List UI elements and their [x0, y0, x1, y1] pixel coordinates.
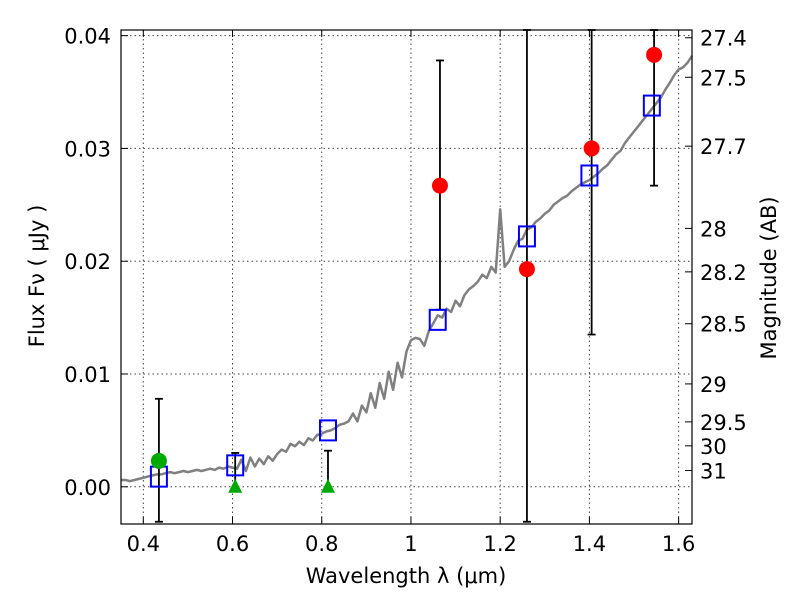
y-axis-label: Flux Fν ( μJy ) [25, 205, 49, 348]
y-tick-label: 0.02 [64, 250, 111, 274]
detection-point [150, 452, 167, 469]
data-markers [149, 46, 663, 493]
x-tick-label: 1.4 [573, 532, 606, 556]
mag-tick-label: 28.2 [700, 261, 747, 285]
model-spectrum-line [121, 55, 694, 483]
x-axis-label: Wavelength λ (μm) [306, 564, 507, 588]
grid [121, 30, 692, 524]
x-tick-label: 1 [404, 532, 417, 556]
x-tick-label: 1.2 [483, 532, 516, 556]
model-photometry-square [517, 225, 536, 248]
detection-point [583, 140, 600, 157]
y-tick-label: 0.03 [64, 137, 111, 161]
axis-ticks [121, 30, 692, 524]
detection-point [646, 46, 663, 63]
upper-limit-triangle [320, 478, 335, 493]
model-spectrum [121, 55, 694, 483]
model-photometry-square [428, 308, 447, 331]
error-bars [154, 29, 659, 523]
mag-tick-label: 28.5 [700, 313, 747, 337]
mag-tick-label: 27.7 [700, 135, 747, 159]
mag-tick-label: 31 [700, 459, 727, 483]
mag-tick-label: 28 [700, 217, 727, 241]
y-tick-label: 0.04 [64, 25, 111, 49]
y-tick-label: 0.01 [64, 363, 111, 387]
x-tick-label: 0.4 [127, 532, 160, 556]
mag-tick-label: 27.5 [700, 66, 747, 90]
x-tick-label: 0.8 [305, 532, 338, 556]
model-photometry-square [642, 94, 661, 117]
mag-tick-label: 29.5 [700, 411, 747, 435]
mag-tick-label: 30 [700, 435, 727, 459]
mag-tick-label: 29 [700, 373, 727, 397]
upper-limit-triangle [228, 478, 243, 493]
model-photometry-square [318, 419, 337, 442]
x-tick-label: 1.6 [662, 532, 695, 556]
model-photometry-square [226, 454, 245, 477]
x-tick-label: 0.6 [216, 532, 249, 556]
magnitude-axis-label: Magnitude (AB) [757, 196, 781, 359]
detection-point [431, 177, 448, 194]
mag-tick-label: 27.4 [700, 27, 747, 51]
plot-frame [120, 29, 693, 525]
y-tick-label: 0.00 [64, 476, 111, 500]
model-photometry-square [580, 164, 599, 187]
tick-labels: 0.4 0.6 0.8 1 1.2 1.4 1.6 0.00 0.01 0.02 0.03 0.04 2… [64, 25, 747, 556]
detection-point [518, 261, 535, 278]
